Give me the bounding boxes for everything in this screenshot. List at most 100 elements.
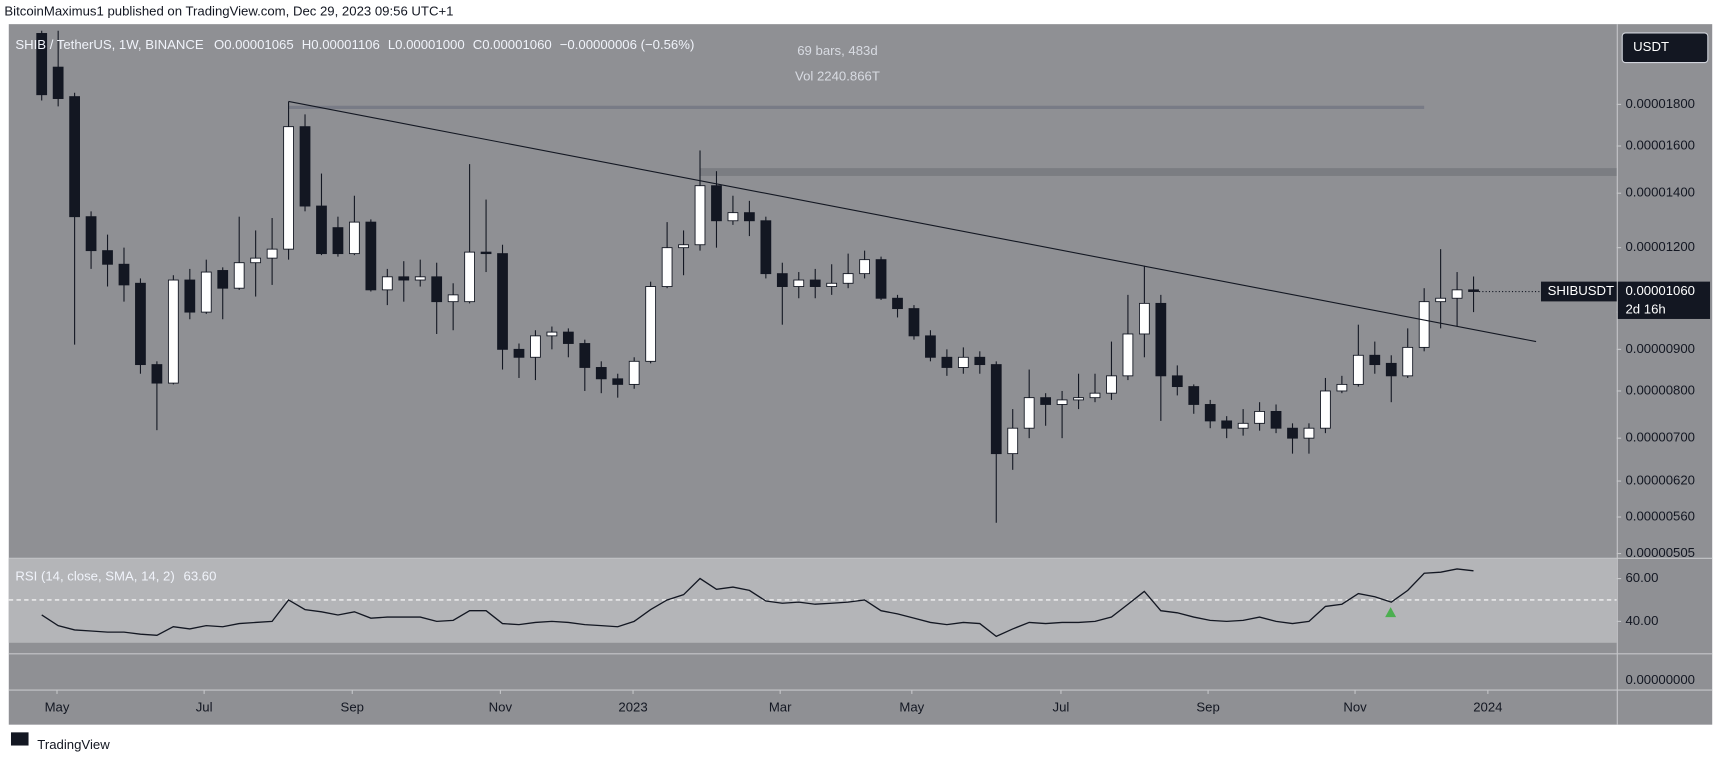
candle-body <box>562 331 574 344</box>
x-tick-label: 2023 <box>618 700 647 715</box>
candle-body <box>1435 297 1447 303</box>
candle-body <box>1188 386 1200 405</box>
candle-body <box>1287 427 1298 439</box>
candle-body <box>1056 399 1068 405</box>
candle-body <box>464 251 475 303</box>
candle-body <box>184 279 196 313</box>
candle-body <box>102 250 113 265</box>
candle-body <box>908 308 920 337</box>
candle-body <box>151 364 163 384</box>
y-tick-label: 0.00000000 <box>1626 672 1696 687</box>
candle-body <box>1336 383 1348 392</box>
candle-body <box>1468 289 1479 292</box>
candle-body <box>513 348 525 358</box>
candle-body <box>1171 375 1183 388</box>
candle-body <box>381 276 393 291</box>
ohlc-value: 0.00001065 <box>224 38 294 53</box>
ohlc-value: 0.00001000 <box>395 38 465 53</box>
candle-body <box>990 364 1002 455</box>
candle-body <box>957 356 969 368</box>
candle-body <box>595 367 607 380</box>
x-tick-label: Nov <box>1343 700 1367 715</box>
candle-body <box>826 282 838 287</box>
currency-label[interactable]: USDT <box>1633 39 1669 54</box>
candle-body <box>1073 397 1084 401</box>
measure: 69 bars, 483d <box>797 43 877 58</box>
candle-body <box>711 185 722 222</box>
footer-brand: TradingView <box>37 737 110 752</box>
candle-body <box>1122 333 1134 377</box>
candle-body <box>283 126 294 250</box>
x-tick-label: Sep <box>1196 700 1219 715</box>
candle-body <box>1270 410 1282 429</box>
overlay: 0.00001800 0.00001600 0.00001400 0.00001200… <box>15 96 1711 715</box>
ohlc-key: L <box>388 38 395 53</box>
currency-button[interactable] <box>1621 32 1709 64</box>
rsi-line <box>41 568 1474 638</box>
candle-body <box>1023 397 1035 429</box>
candle-body <box>875 259 887 299</box>
logo <box>10 732 29 746</box>
y-tick-label: 0.00000900 <box>1626 341 1696 356</box>
candle-body <box>135 282 146 366</box>
candle-body <box>1007 427 1019 455</box>
x-tick-label: May <box>45 700 70 715</box>
symbol-box <box>1540 281 1617 302</box>
candle-body <box>85 216 97 252</box>
x-tick-label: Mar <box>769 700 792 715</box>
candle-body <box>579 343 591 368</box>
candle-body <box>36 33 48 96</box>
y-tick-label: 60.00 <box>1626 570 1659 585</box>
candle-body <box>1204 404 1216 422</box>
candle-body <box>1106 375 1117 394</box>
ohlc-key: H <box>302 38 312 53</box>
x-tick-label: Nov <box>489 700 513 715</box>
trendline <box>288 100 1537 343</box>
candle-body <box>398 276 410 281</box>
rsi-title: RSI (14, close, SMA, 14, 2) <box>15 569 174 584</box>
candle-body <box>1155 302 1167 377</box>
change: −0.00000006 (−0.56%) <box>560 38 695 53</box>
candle-body <box>299 126 311 207</box>
ohlc-value: 0.00001106 <box>311 38 380 53</box>
candle-body <box>1040 397 1052 405</box>
candle-body <box>1451 289 1463 299</box>
candle-body <box>694 185 706 246</box>
y-tick-label: 0.00001600 <box>1626 137 1696 152</box>
candle-body <box>859 259 870 275</box>
candle-body <box>1402 346 1414 377</box>
legend: SHIB / TetherUS, 1W, BINANCE O0.00001065… <box>15 38 694 53</box>
candle-body <box>1320 390 1331 429</box>
candle-body <box>118 263 130 286</box>
candle-body <box>925 335 936 358</box>
x-tick-label: Jul <box>1053 700 1070 715</box>
candle-body <box>776 273 788 287</box>
candle-body <box>793 279 805 287</box>
rsi-value: 63.60 <box>184 569 217 584</box>
candle-body <box>612 378 624 385</box>
candle-body <box>678 244 689 249</box>
x-tick-label: May <box>899 700 924 715</box>
candle-body <box>266 248 278 259</box>
y-tick-label: 0.00001800 <box>1626 96 1696 111</box>
candle-body <box>1089 392 1101 399</box>
y-tick-label: 0.00000620 <box>1626 473 1696 488</box>
candle-body <box>1221 420 1233 429</box>
supply-zone <box>700 168 1617 176</box>
x-tick-label: Sep <box>341 700 364 715</box>
volume: Vol 2240.866T <box>795 68 880 83</box>
last-price-label: 0.00001060 <box>1626 283 1696 298</box>
ohlc-key: O <box>214 38 224 53</box>
candle-body <box>52 66 64 99</box>
candle-body <box>1237 422 1249 429</box>
candle-body <box>1254 410 1265 424</box>
price-pane <box>36 30 1617 523</box>
candle-body <box>941 356 953 368</box>
signal-marker <box>1385 607 1397 618</box>
y-tick-label: 0.00000505 <box>1626 545 1696 560</box>
candle-body <box>645 286 657 362</box>
countdown: 2d 16h <box>1626 302 1666 317</box>
candle-body <box>974 356 986 366</box>
candle-body <box>447 294 459 303</box>
candle-body <box>760 220 772 275</box>
